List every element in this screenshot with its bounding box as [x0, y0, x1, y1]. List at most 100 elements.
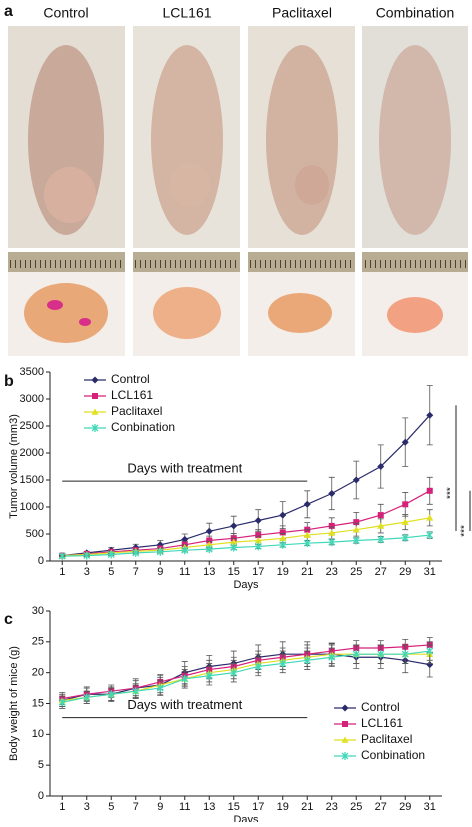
- x-tick-label: 7: [133, 801, 139, 813]
- legend-marker: [341, 736, 349, 743]
- y-tick-label: 15: [32, 697, 44, 709]
- marker: [377, 463, 385, 470]
- marker: [377, 535, 385, 544]
- series-line: [62, 490, 431, 557]
- y-tick-label: 3000: [20, 393, 44, 405]
- ruler: [8, 252, 125, 272]
- legend-label: Paclitaxel: [111, 404, 162, 418]
- series-line: [62, 644, 430, 700]
- panel-a: a Control LCL161 Paclitaxel Combination: [4, 3, 468, 356]
- x-tick-label: 13: [203, 801, 215, 813]
- marker: [206, 537, 213, 544]
- x-tick-label: 25: [350, 801, 362, 813]
- y-tick-label: 1500: [20, 474, 44, 486]
- marker: [328, 490, 336, 497]
- x-tick-label: 1: [59, 801, 65, 813]
- marker: [402, 501, 409, 508]
- marker: [255, 532, 262, 539]
- marker: [205, 545, 213, 554]
- legend-label: Control: [111, 372, 150, 386]
- x-tick-label: 13: [203, 566, 215, 578]
- marker: [426, 647, 434, 656]
- x-tick-label: 19: [277, 566, 289, 578]
- marker: [107, 550, 115, 559]
- marker: [156, 547, 164, 556]
- marker: [328, 522, 335, 529]
- marker: [254, 542, 262, 551]
- tumor: [153, 287, 221, 339]
- x-tick-label: 25: [350, 566, 362, 578]
- x-tick-label: 17: [252, 566, 264, 578]
- x-tick-label: 15: [228, 566, 240, 578]
- marker: [401, 650, 409, 659]
- x-tick-label: 5: [108, 801, 114, 813]
- marker: [58, 552, 66, 561]
- legend-marker: [341, 704, 349, 712]
- marker: [279, 534, 287, 542]
- series-line: [62, 414, 431, 557]
- marker: [230, 522, 238, 530]
- y-tick-label: 1000: [20, 501, 44, 513]
- marker: [328, 529, 336, 536]
- marker: [254, 517, 262, 524]
- tumor: [387, 297, 443, 333]
- x-tick-label: 23: [326, 566, 338, 578]
- x-tick-label: 17: [252, 801, 264, 813]
- x-tick-label: 21: [301, 566, 313, 578]
- legend-marker: [91, 424, 99, 432]
- x-tick-label: 29: [399, 566, 411, 578]
- legend-label: LCL161: [111, 388, 153, 402]
- mouse-photos: [8, 26, 468, 356]
- marker: [279, 511, 287, 519]
- y-tick-label: 3500: [20, 366, 44, 378]
- legend-label: Control: [361, 700, 400, 714]
- marker: [303, 500, 311, 508]
- x-tick-label: 23: [326, 801, 338, 813]
- legend-label: LCL161: [361, 716, 403, 730]
- series-line: [62, 534, 430, 557]
- marker: [230, 668, 238, 677]
- annotation: Days with treatment: [127, 697, 242, 712]
- y-tick-label: 30: [32, 605, 44, 617]
- marker: [377, 522, 385, 529]
- marker: [303, 656, 311, 665]
- marker: [205, 541, 213, 548]
- legend-label: Conbination: [361, 748, 425, 762]
- y-tick-label: 10: [32, 728, 44, 740]
- marker: [401, 438, 409, 446]
- marker: [426, 514, 434, 521]
- x-axis-title: Days: [233, 814, 259, 822]
- x-axis-title: Days: [233, 579, 259, 591]
- y-axis-title: Body weight of mice (g): [8, 646, 20, 761]
- legend-marker: [91, 376, 99, 384]
- x-tick-label: 9: [157, 566, 163, 578]
- column-title: Paclitaxel: [272, 5, 332, 21]
- legend-marker: [342, 721, 348, 727]
- tumor-spot: [79, 318, 91, 326]
- tumor-spot: [47, 300, 63, 310]
- x-tick-label: 19: [277, 801, 289, 813]
- y-tick-label: 500: [26, 528, 44, 540]
- legend-marker: [341, 752, 349, 760]
- marker: [205, 527, 213, 535]
- tumor: [268, 293, 332, 333]
- marker: [58, 698, 66, 707]
- x-tick-label: 31: [424, 566, 436, 578]
- series-line: [62, 650, 430, 703]
- x-tick-label: 11: [179, 566, 190, 578]
- marker: [401, 518, 409, 525]
- y-tick-label: 0: [38, 790, 44, 802]
- marker: [377, 650, 385, 659]
- x-tick-label: 15: [228, 801, 240, 813]
- marker: [132, 687, 140, 696]
- significance-label: ***: [446, 487, 457, 499]
- tumor: [24, 283, 108, 343]
- panel-label: a: [4, 3, 13, 20]
- x-tick-label: 21: [301, 801, 313, 813]
- tumor: [170, 163, 210, 207]
- marker: [353, 519, 360, 526]
- marker: [83, 693, 91, 702]
- mouse: [379, 45, 451, 235]
